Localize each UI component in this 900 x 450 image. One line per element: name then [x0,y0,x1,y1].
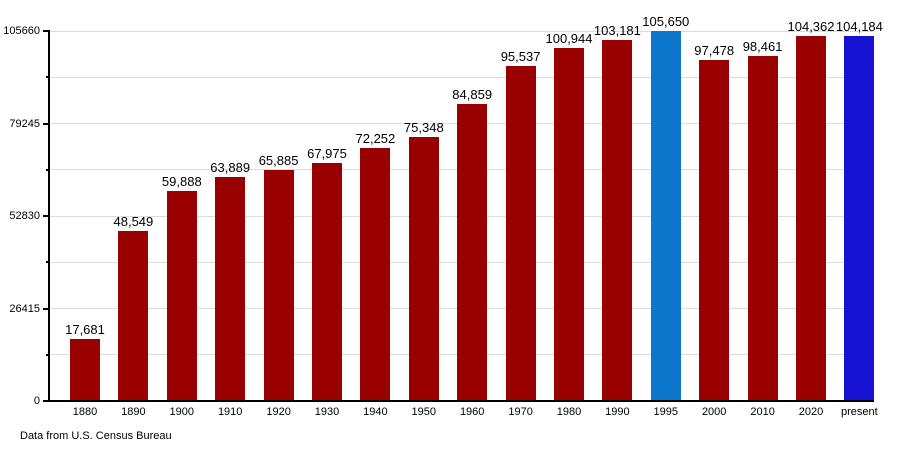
bar [699,59,730,401]
bar [360,147,391,401]
bar [408,137,439,401]
x-tick-label: 1940 [363,406,388,418]
bar [457,103,488,401]
bar [118,230,149,401]
bar [747,56,778,401]
y-axis-major-tick [43,30,50,32]
bar [312,162,342,401]
gridline [50,30,874,32]
x-tick-label: 2010 [750,406,775,418]
bar-value-label: 59,888 [161,174,202,190]
bar-value-label: 103,181 [593,22,641,38]
bar-value-label: 97,478 [694,42,735,58]
x-tick-label: 1900 [169,406,195,418]
bar-value-label: 104,184 [835,19,883,35]
bar [554,47,584,401]
bar-value-label: 63,889 [210,160,251,176]
bar [215,177,246,401]
x-tick-label: 2020 [798,406,824,418]
bar-value-label: 100,944 [545,30,593,46]
y-tick-label: 52830 [9,210,40,222]
x-tick-label: present [841,406,878,418]
bar [166,191,197,401]
bar [70,339,100,401]
y-axis-major-tick [43,122,50,125]
x-tick-label: 1990 [605,406,630,418]
y-tick-label: 79245 [9,117,40,130]
bar [505,66,536,401]
x-tick-label: 1890 [121,406,146,418]
bar-value-label: 98,461 [742,39,783,55]
x-tick-label: 1960 [459,406,485,418]
bar-value-label: 105,650 [642,14,690,30]
gridline [50,76,874,78]
bar [796,35,826,401]
y-axis-major-tick [43,400,50,402]
x-tick-label: 1930 [314,406,340,418]
bar-value-label: 75,348 [403,120,444,136]
x-tick-label: 1995 [653,406,679,418]
bar-value-label: 84,859 [452,86,493,102]
x-tick-label: 1980 [556,406,582,418]
y-axis-line [48,31,50,402]
bar-value-label: 67,975 [307,145,347,161]
bar-value-label: 65,885 [258,153,299,169]
bar [263,170,294,401]
bar-value-label: 72,252 [355,130,396,146]
x-tick-label: 1920 [266,406,291,418]
y-tick-label: 26415 [9,302,40,315]
x-axis-line [48,400,874,402]
x-tick-label: 1970 [508,406,533,418]
y-axis-major-tick [43,307,50,310]
bar-value-label: 95,537 [500,49,541,65]
bar-value-label: 17,681 [65,322,105,338]
x-tick-label: 2000 [701,406,727,418]
bar-value-label: 48,549 [113,213,154,229]
y-tick-label: 105660 [3,25,40,37]
x-tick-label: 1910 [217,406,243,418]
bar [650,31,681,401]
x-tick-label: 1950 [411,406,437,418]
bar [602,39,633,401]
y-axis-major-tick [43,215,50,217]
source-note: Data from U.S. Census Bureau [20,430,172,442]
x-tick-label: 1880 [72,406,98,418]
bar [844,36,875,401]
y-tick-label: 0 [33,395,40,407]
bar-value-label: 104,362 [787,18,835,34]
